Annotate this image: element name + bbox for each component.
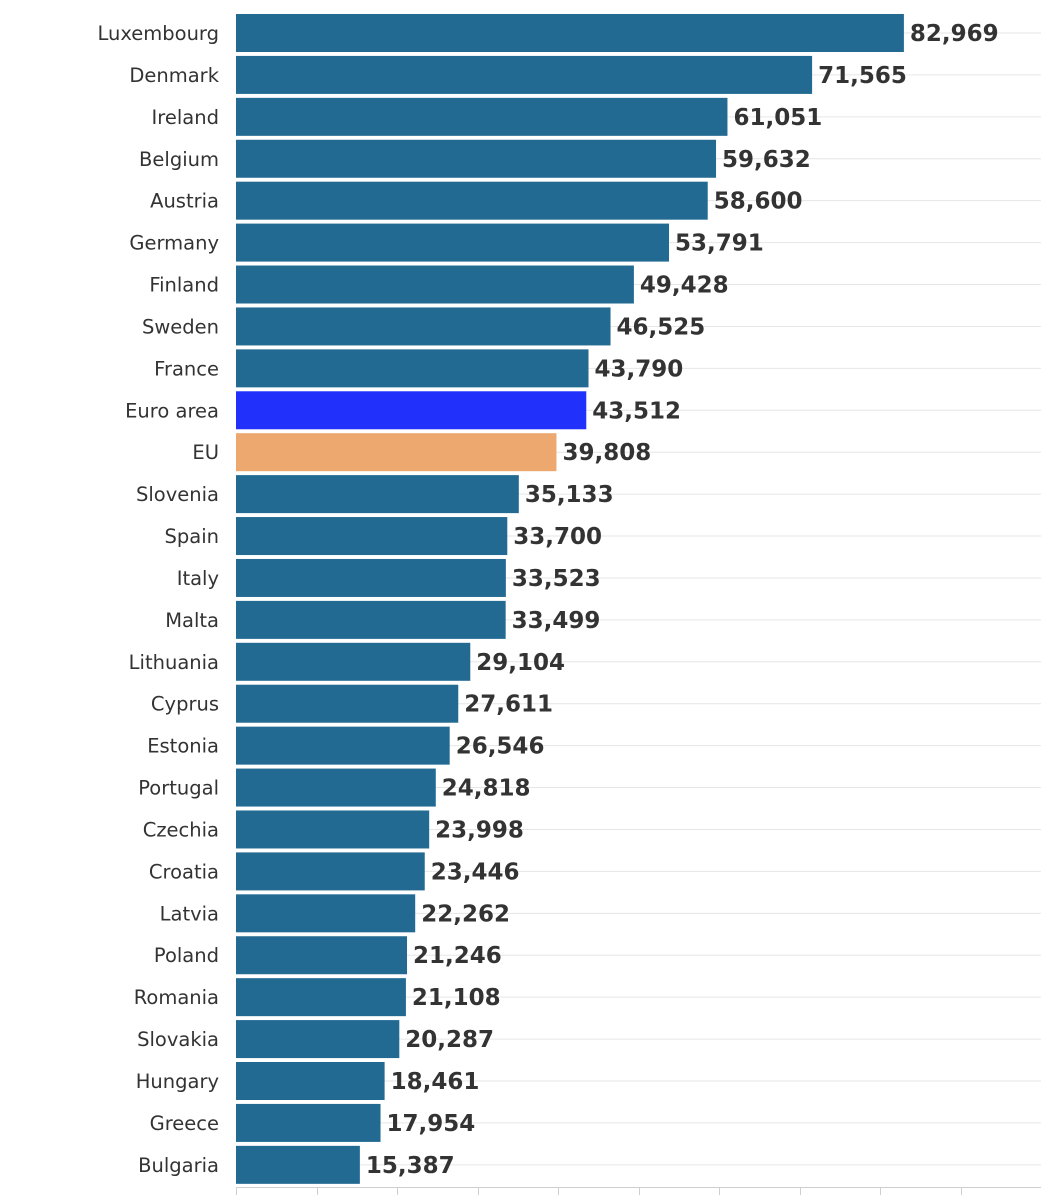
category-label: Denmark xyxy=(129,64,219,87)
value-label: 43,790 xyxy=(595,356,684,382)
bar-germany xyxy=(236,223,670,262)
category-label: Finland xyxy=(149,274,219,297)
value-label: 43,512 xyxy=(592,398,681,424)
value-label: 39,808 xyxy=(562,440,651,466)
bar-hungary xyxy=(236,1062,385,1100)
category-label: Portugal xyxy=(138,777,219,800)
bar-poland xyxy=(236,936,408,975)
category-label: Lithuania xyxy=(129,651,219,674)
category-label: Luxembourg xyxy=(97,22,219,45)
bar-latvia xyxy=(236,894,416,933)
value-label: 58,600 xyxy=(714,189,803,215)
bar-bulgaria xyxy=(236,1145,360,1184)
value-label: 33,700 xyxy=(513,524,602,550)
category-label: Belgium xyxy=(139,148,219,171)
bar-slovenia xyxy=(236,475,519,514)
category-label: Austria xyxy=(150,190,219,213)
x-axis xyxy=(236,1187,1041,1195)
bar-ireland xyxy=(236,97,728,136)
bar-austria xyxy=(236,181,708,220)
category-label: Bulgaria xyxy=(138,1154,219,1177)
value-label: 27,611 xyxy=(464,692,553,718)
bar-slovakia xyxy=(236,1020,400,1059)
value-label: 21,108 xyxy=(412,985,501,1011)
bar-spain xyxy=(236,517,508,556)
value-label: 49,428 xyxy=(640,273,729,299)
bar-romania xyxy=(236,978,406,1017)
bar-croatia xyxy=(236,852,425,891)
value-label: 18,461 xyxy=(391,1069,480,1095)
value-label: 15,387 xyxy=(366,1153,455,1179)
value-label: 46,525 xyxy=(617,314,706,340)
bar-sweden xyxy=(236,307,611,346)
category-label: Sweden xyxy=(142,315,219,338)
category-label: Latvia xyxy=(160,902,219,925)
category-label: Hungary xyxy=(136,1070,219,1093)
category-label: Slovenia xyxy=(136,483,219,506)
value-label: 33,499 xyxy=(512,608,601,634)
category-label: Italy xyxy=(177,567,219,590)
category-label: Estonia xyxy=(147,735,219,758)
bar-cyprus xyxy=(236,684,459,723)
bars xyxy=(236,14,904,1184)
value-label: 59,632 xyxy=(722,147,811,173)
bar-luxembourg xyxy=(236,14,904,52)
bar-euro-area xyxy=(236,391,587,430)
category-label: Slovakia xyxy=(137,1028,219,1051)
bar-belgium xyxy=(236,139,717,178)
category-label: Malta xyxy=(165,609,219,632)
value-label: 82,969 xyxy=(910,21,999,47)
category-label: Ireland xyxy=(152,106,219,129)
bar-italy xyxy=(236,558,506,597)
bar-greece xyxy=(236,1103,381,1142)
value-label: 24,818 xyxy=(442,776,531,802)
category-label: Germany xyxy=(129,232,219,255)
value-label: 29,104 xyxy=(476,650,565,676)
value-label: 71,565 xyxy=(818,63,907,89)
bar-eu xyxy=(236,433,557,472)
bar-denmark xyxy=(236,55,813,94)
value-label: 23,446 xyxy=(431,859,520,885)
category-label: EU xyxy=(192,441,219,464)
value-label: 33,523 xyxy=(512,566,601,592)
labels: Luxembourg 82,969 Denmark 71,565 Ireland 61,0… xyxy=(97,21,998,1179)
category-label: Poland xyxy=(154,944,219,967)
bar-france xyxy=(236,349,589,388)
category-label: Czechia xyxy=(143,818,219,841)
bar-czechia xyxy=(236,810,430,849)
bar-portugal xyxy=(236,768,436,807)
category-label: Euro area xyxy=(125,399,219,422)
category-label: France xyxy=(154,357,219,380)
bar-malta xyxy=(236,600,506,639)
value-label: 61,051 xyxy=(733,105,822,131)
value-label: 22,262 xyxy=(421,901,510,927)
value-label: 23,998 xyxy=(435,817,524,843)
value-label: 53,791 xyxy=(675,231,764,257)
value-label: 21,246 xyxy=(413,943,502,969)
value-label: 35,133 xyxy=(525,482,614,508)
value-label: 20,287 xyxy=(405,1027,494,1053)
category-label: Romania xyxy=(134,986,219,1009)
bar-lithuania xyxy=(236,642,471,681)
bar-finland xyxy=(236,265,634,304)
value-label: 26,546 xyxy=(456,734,545,760)
category-label: Spain xyxy=(165,525,219,548)
value-label: 17,954 xyxy=(387,1111,476,1137)
category-label: Croatia xyxy=(149,860,219,883)
category-label: Greece xyxy=(150,1112,219,1135)
bar-estonia xyxy=(236,726,450,765)
category-label: Cyprus xyxy=(151,693,219,716)
